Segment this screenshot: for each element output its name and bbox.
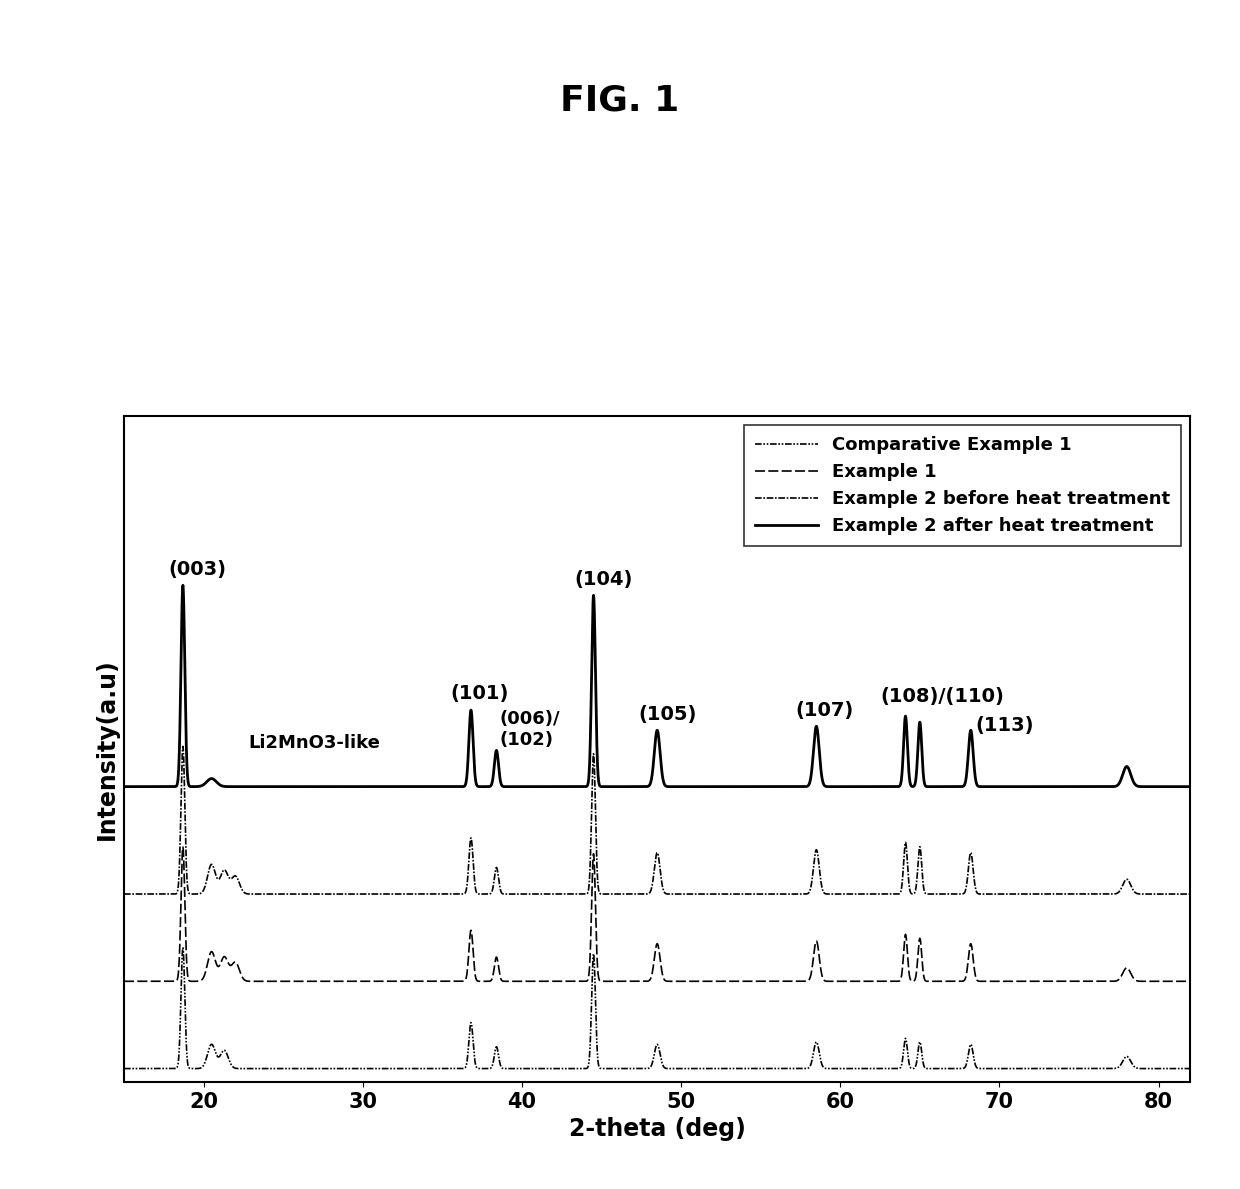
Comparative Example 1 bbox=[908, 1061, 923, 1075]
Comparative Example 1 bbox=[176, 940, 191, 955]
Example 2 after heat treatment bbox=[117, 780, 131, 794]
Example 1 bbox=[908, 973, 923, 987]
Example 2 after heat treatment bbox=[1183, 780, 1198, 794]
Text: (108)/(110): (108)/(110) bbox=[880, 687, 1004, 706]
Line: Example 2 before heat treatment: Example 2 before heat treatment bbox=[124, 747, 1190, 894]
Example 1 bbox=[1183, 974, 1198, 988]
X-axis label: 2-theta (deg): 2-theta (deg) bbox=[569, 1118, 745, 1141]
Comparative Example 1 bbox=[370, 1062, 384, 1076]
Example 2 after heat treatment bbox=[176, 578, 191, 592]
Example 2 before heat treatment bbox=[502, 887, 517, 901]
Comparative Example 1 bbox=[748, 1062, 763, 1076]
Example 1 bbox=[117, 974, 131, 988]
Line: Example 1: Example 1 bbox=[124, 847, 1190, 981]
Example 1 bbox=[794, 974, 808, 988]
Example 2 before heat treatment bbox=[965, 848, 980, 862]
Example 1 bbox=[748, 974, 763, 988]
Example 2 after heat treatment bbox=[502, 780, 517, 794]
Example 1 bbox=[170, 971, 185, 986]
Text: (006)/
(102): (006)/ (102) bbox=[500, 710, 560, 749]
Example 1 bbox=[965, 939, 980, 954]
Text: (003): (003) bbox=[169, 560, 227, 579]
Example 2 after heat treatment bbox=[748, 780, 763, 794]
Example 2 before heat treatment bbox=[170, 883, 185, 898]
Example 2 before heat treatment bbox=[908, 886, 923, 900]
Example 2 before heat treatment bbox=[748, 887, 763, 901]
Text: (101): (101) bbox=[450, 685, 508, 704]
Text: FIG. 1: FIG. 1 bbox=[560, 83, 680, 118]
Example 2 after heat treatment bbox=[908, 778, 923, 792]
Comparative Example 1 bbox=[503, 1062, 518, 1076]
Line: Example 2 after heat treatment: Example 2 after heat treatment bbox=[124, 585, 1190, 787]
Comparative Example 1 bbox=[170, 1059, 185, 1074]
Line: Comparative Example 1: Comparative Example 1 bbox=[124, 948, 1190, 1069]
Example 1 bbox=[176, 839, 191, 854]
Example 2 before heat treatment bbox=[117, 887, 131, 901]
Text: (104): (104) bbox=[574, 570, 632, 589]
Legend: Comparative Example 1, Example 1, Example 2 before heat treatment, Example 2 aft: Comparative Example 1, Example 1, Exampl… bbox=[744, 426, 1182, 546]
Example 2 after heat treatment bbox=[794, 780, 808, 794]
Text: (105): (105) bbox=[639, 705, 697, 724]
Text: (107): (107) bbox=[796, 700, 854, 719]
Comparative Example 1 bbox=[965, 1039, 980, 1053]
Example 1 bbox=[502, 974, 517, 988]
Example 2 after heat treatment bbox=[965, 726, 980, 741]
Example 2 before heat treatment bbox=[1183, 887, 1198, 901]
Example 2 after heat treatment bbox=[170, 775, 185, 789]
Comparative Example 1 bbox=[117, 1062, 131, 1076]
Y-axis label: Intensity(a.u): Intensity(a.u) bbox=[94, 659, 119, 839]
Example 2 before heat treatment bbox=[176, 740, 191, 754]
Comparative Example 1 bbox=[1183, 1062, 1198, 1076]
Example 2 before heat treatment bbox=[794, 887, 808, 901]
Comparative Example 1 bbox=[795, 1062, 810, 1076]
Text: Li2MnO3-like: Li2MnO3-like bbox=[248, 734, 379, 751]
Text: (113): (113) bbox=[976, 716, 1034, 735]
